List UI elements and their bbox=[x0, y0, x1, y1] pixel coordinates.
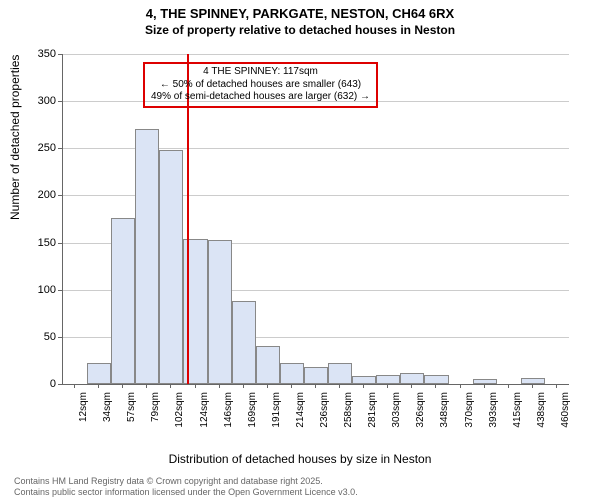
xtick-mark bbox=[98, 384, 99, 388]
ytick-mark bbox=[58, 337, 62, 338]
histogram-bar bbox=[208, 240, 232, 384]
histogram-bar bbox=[111, 218, 135, 384]
xtick-mark bbox=[484, 384, 485, 388]
ytick-mark bbox=[58, 290, 62, 291]
annotation-box: 4 THE SPINNEY: 117sqm ← 50% of detached … bbox=[143, 62, 378, 108]
xtick-label: 281sqm bbox=[367, 392, 378, 428]
histogram-bar bbox=[256, 346, 280, 384]
histogram-bar bbox=[376, 375, 400, 384]
annotation-line-1: 4 THE SPINNEY: 117sqm bbox=[151, 66, 370, 79]
xtick-label: 348sqm bbox=[439, 392, 450, 428]
footer-line-2: Contains public sector information licen… bbox=[14, 487, 358, 498]
xtick-label: 169sqm bbox=[247, 392, 258, 428]
ytick-mark bbox=[58, 243, 62, 244]
footer-line-1: Contains HM Land Registry data © Crown c… bbox=[14, 476, 358, 487]
xtick-label: 370sqm bbox=[464, 392, 475, 428]
xtick-mark bbox=[315, 384, 316, 388]
histogram-bar bbox=[87, 363, 111, 384]
histogram-bar bbox=[473, 379, 497, 384]
xtick-label: 124sqm bbox=[199, 392, 210, 428]
xtick-label: 438sqm bbox=[536, 392, 547, 428]
xtick-mark bbox=[460, 384, 461, 388]
title-line1: 4, THE SPINNEY, PARKGATE, NESTON, CH64 6… bbox=[0, 6, 600, 23]
histogram-bar bbox=[521, 378, 545, 384]
xtick-mark bbox=[435, 384, 436, 388]
ytick-mark bbox=[58, 148, 62, 149]
xtick-label: 258sqm bbox=[343, 392, 354, 428]
histogram-bar bbox=[280, 363, 304, 384]
chart-title: 4, THE SPINNEY, PARKGATE, NESTON, CH64 6… bbox=[0, 0, 600, 38]
ytick-label: 250 bbox=[16, 142, 56, 154]
xtick-label: 191sqm bbox=[271, 392, 282, 428]
xtick-mark bbox=[532, 384, 533, 388]
histogram-bar bbox=[304, 367, 328, 384]
histogram-bar bbox=[424, 375, 448, 384]
xtick-label: 12sqm bbox=[78, 392, 89, 422]
xtick-label: 326sqm bbox=[415, 392, 426, 428]
footer-attribution: Contains HM Land Registry data © Crown c… bbox=[14, 476, 358, 498]
histogram-bar bbox=[400, 373, 424, 384]
plot-area: 4 THE SPINNEY: 117sqm ← 50% of detached … bbox=[62, 54, 569, 385]
xtick-mark bbox=[219, 384, 220, 388]
xtick-label: 236sqm bbox=[319, 392, 330, 428]
xtick-mark bbox=[387, 384, 388, 388]
xtick-label: 57sqm bbox=[126, 392, 137, 422]
ytick-label: 300 bbox=[16, 95, 56, 107]
xtick-mark bbox=[170, 384, 171, 388]
xtick-mark bbox=[556, 384, 557, 388]
ytick-mark bbox=[58, 384, 62, 385]
ytick-mark bbox=[58, 195, 62, 196]
xtick-mark bbox=[267, 384, 268, 388]
xtick-mark bbox=[146, 384, 147, 388]
xtick-label: 303sqm bbox=[391, 392, 402, 428]
xtick-label: 34sqm bbox=[102, 392, 113, 422]
histogram-bar bbox=[352, 376, 376, 384]
ytick-mark bbox=[58, 54, 62, 55]
ytick-label: 200 bbox=[16, 189, 56, 201]
x-axis-label: Distribution of detached houses by size … bbox=[0, 452, 600, 466]
ytick-mark bbox=[58, 101, 62, 102]
xtick-label: 146sqm bbox=[223, 392, 234, 428]
histogram-bar bbox=[232, 301, 256, 384]
histogram-bar bbox=[135, 129, 159, 384]
title-line2: Size of property relative to detached ho… bbox=[0, 23, 600, 39]
ytick-label: 50 bbox=[16, 331, 56, 343]
xtick-mark bbox=[74, 384, 75, 388]
annotation-line-2: ← 50% of detached houses are smaller (64… bbox=[151, 79, 370, 92]
xtick-label: 102sqm bbox=[174, 392, 185, 428]
xtick-mark bbox=[363, 384, 364, 388]
xtick-label: 460sqm bbox=[560, 392, 571, 428]
xtick-label: 79sqm bbox=[150, 392, 161, 422]
xtick-mark bbox=[291, 384, 292, 388]
xtick-label: 415sqm bbox=[512, 392, 523, 428]
histogram-bar bbox=[159, 150, 183, 384]
xtick-mark bbox=[195, 384, 196, 388]
annotation-line-3: 49% of semi-detached houses are larger (… bbox=[151, 91, 370, 104]
xtick-mark bbox=[508, 384, 509, 388]
xtick-mark bbox=[411, 384, 412, 388]
histogram-bar bbox=[328, 363, 352, 384]
ytick-label: 150 bbox=[16, 237, 56, 249]
xtick-mark bbox=[339, 384, 340, 388]
xtick-label: 214sqm bbox=[295, 392, 306, 428]
gridline bbox=[63, 54, 569, 55]
ytick-label: 350 bbox=[16, 48, 56, 60]
xtick-mark bbox=[243, 384, 244, 388]
ytick-label: 100 bbox=[16, 284, 56, 296]
chart-container: 4, THE SPINNEY, PARKGATE, NESTON, CH64 6… bbox=[0, 0, 600, 500]
xtick-label: 393sqm bbox=[488, 392, 499, 428]
ytick-label: 0 bbox=[16, 378, 56, 390]
xtick-mark bbox=[122, 384, 123, 388]
